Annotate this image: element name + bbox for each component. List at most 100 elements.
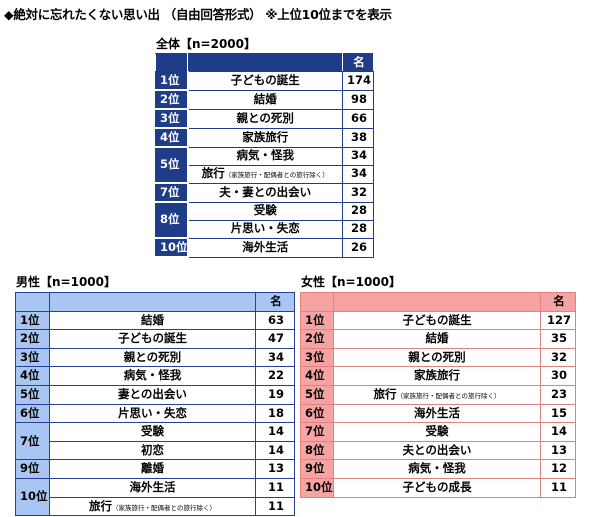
item-label: 子どもの誕生 — [230, 73, 300, 87]
item-label: 病気・怪我 — [236, 148, 295, 163]
item-cell: 旅行（家族旅行・配偶者との旅行除く） — [49, 496, 256, 517]
item-cell: 子どもの誕生 — [333, 310, 541, 331]
item-label: 受験 — [141, 424, 164, 439]
count-cell: 23 — [540, 384, 576, 405]
table-row: 5位 旅行（家族旅行・配偶者との旅行除く） 23 — [300, 384, 576, 405]
item-cell: 妻との出会い — [49, 384, 256, 405]
item-label: 夫との出会い — [402, 442, 472, 457]
item-label: 離婚 — [141, 461, 164, 476]
count-cell: 38 — [342, 127, 374, 148]
item-cell: 親との死別 — [187, 108, 343, 129]
item-cell: 初恋 — [49, 440, 256, 461]
count-cell: 13 — [540, 440, 576, 461]
count-cell: 11 — [255, 496, 295, 517]
header-row: 名 — [155, 53, 374, 72]
count-cell: 11 — [540, 477, 576, 498]
ranking-table-men: 名 1位 結婚 63 2位 子どもの誕生 47 3位 親との死別 34 4位 病気・怪我 22 5位 妻との… — [15, 292, 295, 517]
table-row: 2位 結婚 35 — [300, 329, 576, 349]
rank-cell: 8位 — [155, 201, 189, 239]
table-row: 9位 離婚 13 — [15, 459, 295, 479]
rank-cell: 5位 — [155, 146, 189, 184]
item-cell: 親との死別 — [333, 347, 541, 368]
table-row: 8位 受験 28 — [155, 201, 374, 239]
item-label: 初恋 — [141, 442, 164, 457]
caption-men: 男性【n=1000】 — [16, 275, 116, 289]
item-cell: 夫との出会い — [333, 440, 541, 461]
header-item-cell — [49, 292, 256, 312]
ranking-table-all: 名 1位 子どもの誕生 174 2位 結婚 98 3位 親との死別 66 4位 家族旅行 38 5位 病気・… — [155, 53, 374, 258]
table-row: 5位 病気・怪我 34 — [155, 146, 374, 184]
rank-cell: 7位 — [15, 422, 50, 461]
table-row: 4位 病気・怪我 22 — [15, 366, 295, 386]
header-rank-cell — [300, 292, 334, 312]
item-cell: 受験 — [49, 422, 256, 442]
item-cell: 家族旅行 — [187, 127, 343, 148]
table-row: 1位 子どもの誕生 127 — [300, 310, 576, 331]
count-cell: 14 — [255, 440, 295, 461]
table-row: 4位 家族旅行 30 — [300, 366, 576, 386]
rank-cell: 10位 — [300, 477, 334, 498]
table-row: 旅行（家族旅行・配偶者との旅行除く） 34 — [156, 164, 374, 184]
table-row: 6位 片思い・失恋 18 — [15, 403, 295, 424]
item-label: 海外生活 — [414, 405, 460, 420]
count-cell: 47 — [255, 329, 295, 349]
rank-cell: 9位 — [15, 459, 50, 479]
count-cell: 18 — [255, 403, 295, 424]
rank-cell: 8位 — [300, 440, 334, 461]
rank-cell: 3位 — [15, 347, 50, 368]
table-row: 3位 親との死別 66 — [155, 108, 374, 129]
count-cell: 15 — [540, 403, 576, 424]
count-cell: 32 — [540, 347, 576, 368]
item-label: 子どもの成長 — [402, 479, 472, 494]
item-label: 結婚 — [253, 91, 277, 106]
item-label: 片思い・失恋 — [230, 221, 300, 236]
caption-women: 女性【n=1000】 — [301, 275, 401, 289]
count-cell: 11 — [255, 477, 295, 498]
table-row: 7位 夫・妻との出会い 32 — [155, 182, 374, 203]
item-cell: 夫・妻との出会い — [187, 182, 343, 203]
rank-cell: 5位 — [15, 384, 50, 405]
header-rank-cell — [155, 53, 188, 72]
table-row: 9位 病気・怪我 12 — [300, 459, 576, 479]
count-cell: 30 — [540, 366, 576, 386]
header-rank-cell — [15, 292, 50, 312]
rank-cell: 1位 — [155, 71, 189, 91]
item-label: 夫・妻との出会い — [219, 184, 312, 199]
item-label: 家族旅行 — [242, 129, 289, 144]
count-cell: 32 — [342, 182, 374, 203]
rank-cell: 7位 — [155, 182, 189, 203]
rank-cell: 2位 — [155, 89, 189, 110]
item-cell: 親との死別 — [49, 347, 256, 368]
item-label: 子どもの誕生 — [118, 331, 187, 346]
item-label: 家族旅行 — [414, 368, 460, 383]
header-count-cell: 名 — [540, 292, 576, 312]
count-cell: 28 — [342, 201, 374, 221]
item-cell: 片思い・失恋 — [187, 219, 343, 239]
rank-cell: 4位 — [155, 127, 189, 148]
count-cell: 98 — [342, 89, 374, 110]
count-cell: 34 — [255, 347, 295, 368]
item-cell: 病気・怪我 — [49, 366, 256, 386]
item-cell: 旅行（家族旅行・配偶者との旅行除く） — [333, 384, 541, 405]
item-cell: 病気・怪我 — [187, 146, 343, 166]
item-cell: 結婚 — [333, 329, 541, 349]
header-row: 名 — [15, 292, 295, 312]
table-row: 初恋 14 — [16, 440, 295, 461]
header-item-cell — [333, 292, 541, 312]
table-row: 10位 子どもの成長 11 — [300, 477, 576, 498]
table-row: 10位 海外生活 26 — [155, 237, 374, 258]
caption-all: 全体【n=2000】 — [156, 37, 256, 51]
item-label: 親との死別 — [236, 110, 294, 125]
rank-cell: 1位 — [15, 310, 50, 331]
item-cell: 結婚 — [187, 89, 343, 110]
count-cell: 26 — [342, 237, 374, 258]
page-title: ◆絶対に忘れたくない思い出 （自由回答形式） ※上位10位までを表示 — [4, 7, 392, 22]
table-row: 10位 海外生活 11 — [15, 477, 295, 517]
item-label: 片思い・失恋 — [118, 405, 187, 420]
item-cell: 海外生活 — [49, 477, 256, 498]
item-label: 受験 — [425, 424, 449, 439]
item-label: 病気・怪我 — [408, 461, 466, 476]
header-count-cell: 名 — [342, 53, 374, 72]
ranking-table-women: 名 1位 子どもの誕生 127 2位 結婚 35 3位 親との死別 32 4位 家族旅行 30 5位 旅行（… — [300, 292, 576, 498]
rank-cell: 6位 — [15, 403, 50, 424]
